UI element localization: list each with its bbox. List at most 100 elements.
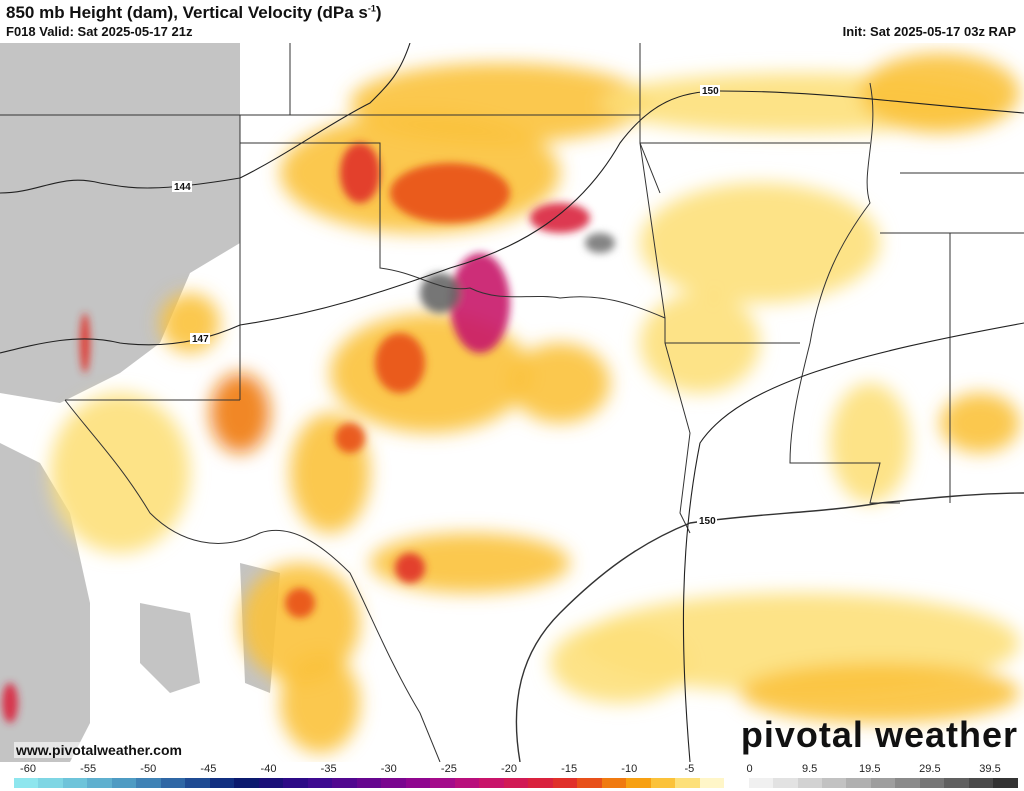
- colorbar-labels: -60 -55 -50 -45 -40 -35 -30 -25 -20 -15 -10 -5 0 9.5 1…: [0, 763, 1024, 777]
- border-ar: [639, 142, 870, 344]
- colorbar-swatch: [160, 778, 186, 788]
- colorbar-swatch: [699, 778, 725, 788]
- colorbar-swatch: [993, 778, 1018, 788]
- colorbar-swatch: [528, 778, 553, 788]
- colorbar-swatch: [62, 778, 88, 788]
- velocity-blob: [940, 393, 1020, 453]
- contour-label-150-north: 150: [702, 86, 719, 97]
- colorbar-swatch: [136, 778, 161, 788]
- init-time: Init: Sat 2025-05-17 03z RAP: [842, 24, 1016, 39]
- website-url: www.pivotalweather.com: [14, 742, 184, 758]
- contour-150: [682, 322, 1024, 762]
- weather-map: 144 147 150 150: [0, 43, 1024, 762]
- contour-147: [0, 90, 1024, 354]
- colorbar-swatch: [748, 778, 774, 788]
- velocity-blob: [550, 623, 690, 703]
- colorbar-tick-label: -35: [320, 763, 337, 775]
- colorbar-swatch: [307, 778, 333, 788]
- border-mississippi: [789, 82, 900, 504]
- contour-144: [0, 43, 411, 194]
- contour-label-147: 147: [192, 334, 209, 345]
- colorbar-swatch: [577, 778, 602, 788]
- coastline: [515, 492, 1024, 762]
- colorbar-tick-label: 0: [746, 763, 753, 775]
- colorbar-swatch: [111, 778, 137, 788]
- border-ms-al: [880, 172, 1024, 503]
- velocity-blob: [285, 588, 315, 618]
- velocity-blob: [375, 333, 425, 393]
- velocity-blob: [80, 313, 90, 373]
- border-nm-tx: [239, 115, 241, 400]
- colorbar-swatch: [601, 778, 627, 788]
- velocity-blob: [640, 183, 880, 303]
- colorbar-tick-label: 39.5: [979, 763, 1001, 775]
- velocity-blob: [2, 683, 18, 723]
- contour-label-150-south: 150: [699, 516, 716, 527]
- colorbar-swatch: [185, 778, 210, 788]
- velocity-blob: [740, 663, 1020, 723]
- velocity-blob: [830, 383, 910, 503]
- height-contours: [0, 43, 1024, 762]
- colorbar-tick-label: -30: [380, 763, 397, 775]
- border-mexico: [64, 399, 441, 762]
- velocity-blob: [860, 53, 1020, 133]
- colorbar-swatch: [283, 778, 308, 788]
- colorbar-tick-label: -15: [561, 763, 578, 775]
- border-north: [289, 43, 641, 143]
- colorbar-tick-label: 9.5: [801, 763, 818, 775]
- colorbar-tick-label: -40: [260, 763, 277, 775]
- colorbar-swatch: [895, 778, 920, 788]
- colorbar-swatch: [38, 778, 63, 788]
- colorbar-tick-label: -25: [440, 763, 457, 775]
- colorbar-tick-label: -60: [20, 763, 36, 775]
- colorbar-swatch: [381, 778, 406, 788]
- colorbar-tick-label: -50: [140, 763, 157, 775]
- valid-time: F018 Valid: Sat 2025-05-17 21z: [6, 24, 193, 39]
- colorbar-tick-label: -45: [200, 763, 217, 775]
- velocity-blob: [450, 253, 510, 353]
- velocity-blob: [210, 373, 270, 453]
- velocity-blob: [420, 273, 460, 313]
- colorbar-tick-label: -55: [80, 763, 97, 775]
- velocity-blob: [340, 143, 380, 203]
- state-borders: [0, 43, 1024, 762]
- colorbar-tick-label: 19.5: [859, 763, 881, 775]
- colorbar-swatch: [209, 778, 235, 788]
- colorbar: [14, 778, 1018, 788]
- colorbar-swatch: [821, 778, 847, 788]
- colorbar-swatch: [968, 778, 994, 788]
- pivotal-weather-logo: pivotal weather: [740, 714, 1018, 755]
- colorbar-tick-label: -5: [684, 763, 695, 775]
- colorbar-swatch: [650, 778, 676, 788]
- colorbar-tick-label: 29.5: [919, 763, 941, 775]
- velocity-blob: [395, 553, 425, 583]
- colorbar-swatch: [797, 778, 822, 788]
- colorbar-swatch: [332, 778, 357, 788]
- title-text: 850 mb Height (dam), Vertical Velocity (…: [6, 3, 368, 22]
- velocity-blob: [240, 563, 360, 683]
- velocity-blob: [390, 163, 510, 223]
- colorbar-swatch: [846, 778, 871, 788]
- colorbar-swatch: [724, 778, 749, 788]
- velocity-blob: [510, 343, 610, 423]
- colorbar-swatch: [773, 778, 798, 788]
- colorbar-swatch: [870, 778, 896, 788]
- colorbar-swatch: [552, 778, 578, 788]
- contour-label-144: 144: [174, 182, 191, 193]
- colorbar-swatch: [258, 778, 284, 788]
- colorbar-swatch: [356, 778, 382, 788]
- title-end: ): [375, 3, 382, 22]
- colorbar-swatch: [454, 778, 480, 788]
- colorbar-swatch: [503, 778, 529, 788]
- colorbar-swatch: [430, 778, 455, 788]
- colorbar-tick-label: -20: [501, 763, 517, 775]
- colorbar-swatch: [626, 778, 651, 788]
- colorbar-tick-label: -10: [621, 763, 638, 775]
- colorbar-swatch: [87, 778, 112, 788]
- colorbar-swatch: [479, 778, 504, 788]
- colorbar-swatch: [14, 778, 39, 788]
- colorbar-swatch: [234, 778, 259, 788]
- colorbar-swatch: [944, 778, 969, 788]
- velocity-blob: [280, 653, 360, 753]
- colorbar-swatch: [405, 778, 431, 788]
